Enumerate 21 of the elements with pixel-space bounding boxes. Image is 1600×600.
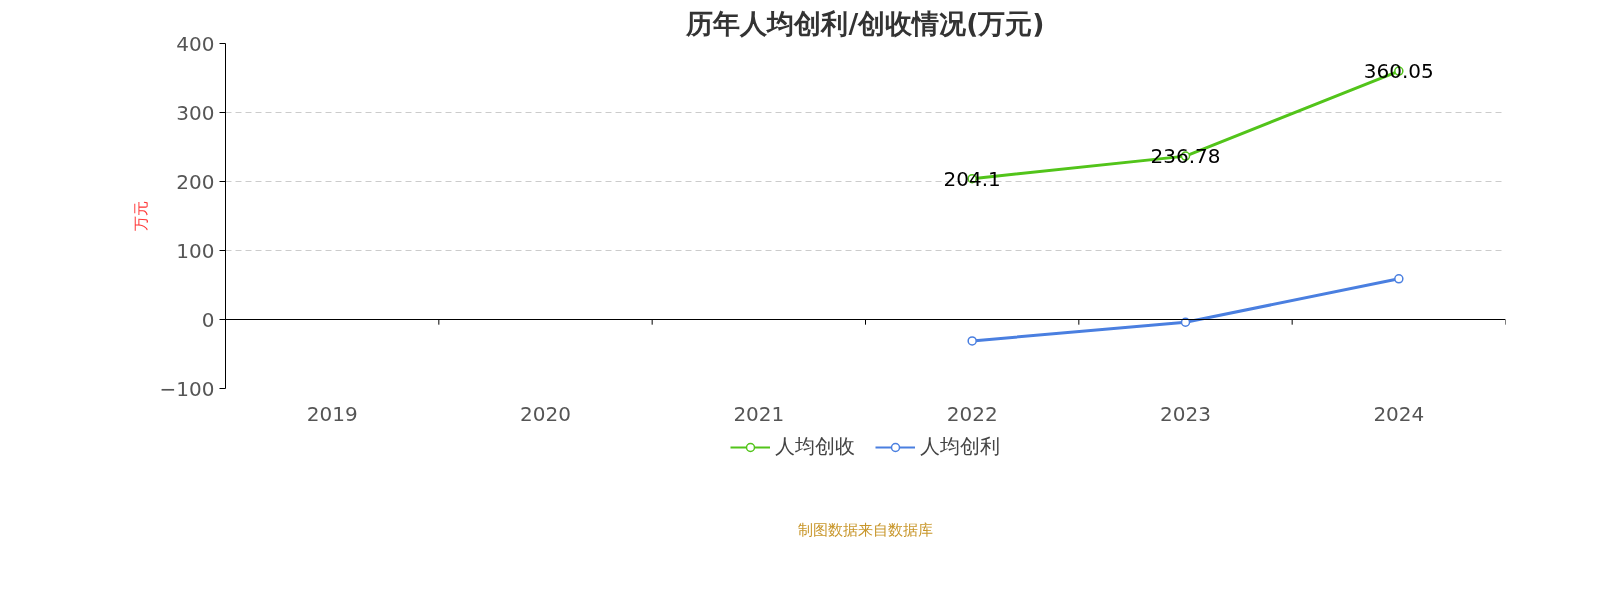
y-tick-label: 300 <box>176 100 215 125</box>
data-label: 204.1 <box>943 166 1001 191</box>
y-tick-label: −100 <box>159 376 215 401</box>
x-tick-label: 2024 <box>1373 401 1425 426</box>
legend-label: 人均创收 <box>775 433 855 460</box>
y-tick-label: 200 <box>176 169 215 194</box>
point <box>1180 317 1191 327</box>
legend-label: 人均创利 <box>920 433 1000 460</box>
chart-title: 历年人均创利/创收情况(万元) <box>685 7 1045 39</box>
point <box>1394 274 1404 284</box>
y-tick-label: 400 <box>176 31 215 56</box>
y-tick-label: 0 <box>201 307 215 332</box>
x-tick-label: 2022 <box>946 401 998 426</box>
x-tick-label: 2021 <box>733 401 785 426</box>
point <box>967 336 977 346</box>
y-axis-title: 万元 <box>131 201 149 231</box>
y-tick-label: 100 <box>176 238 215 263</box>
x-tick-label: 2023 <box>1160 401 1211 426</box>
text: 制图数据来自数据库 <box>798 520 933 538</box>
x-tick-label: 2019 <box>306 401 358 426</box>
x-tick-label: 2020 <box>520 401 571 426</box>
